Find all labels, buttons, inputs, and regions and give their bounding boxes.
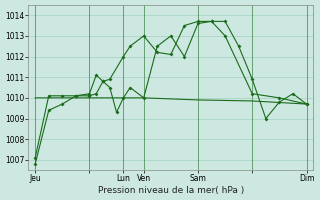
X-axis label: Pression niveau de la mer( hPa ): Pression niveau de la mer( hPa )	[98, 186, 244, 195]
